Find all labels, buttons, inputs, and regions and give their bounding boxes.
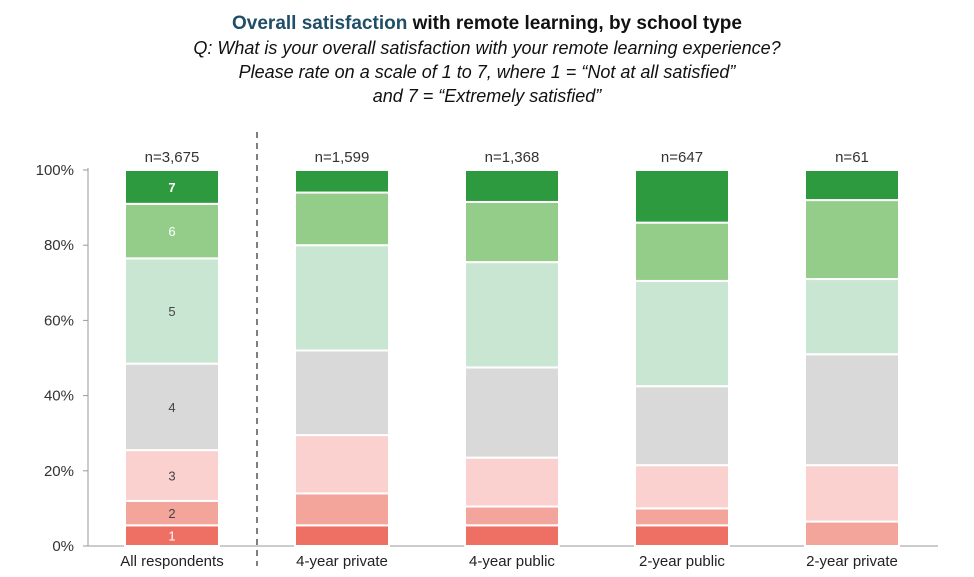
segment-label-2: 2 (168, 506, 175, 521)
segment-label-1: 1 (168, 529, 175, 544)
chart-subtitle-line-1: Q: What is your overall satisfaction wit… (193, 38, 781, 58)
bar-segment-rating-6 (124, 202, 220, 260)
segment-label-3: 3 (168, 469, 175, 484)
bar-segment-rating-2 (804, 520, 900, 547)
sample-size-label: n=1,599 (315, 149, 370, 166)
bar-segment-rating-4 (464, 366, 560, 459)
bar-segment-rating-4 (294, 349, 390, 437)
y-tick-label: 100% (36, 162, 74, 179)
bar-segment-rating-5 (294, 244, 390, 352)
sample-size-label: n=1,368 (485, 149, 540, 166)
chart-title-rest: with remote learning, by school type (407, 13, 742, 34)
bar-segment-rating-5 (124, 257, 220, 365)
bar-segment-rating-1 (634, 524, 730, 548)
segment-label-5: 5 (168, 304, 175, 319)
chart-title: Overall satisfaction with remote learnin… (0, 12, 974, 36)
bar-segment-rating-6 (294, 191, 390, 247)
bar-segment-rating-4 (804, 353, 900, 467)
y-tick-label: 20% (44, 463, 74, 480)
x-category-label: 2-year public (639, 553, 725, 570)
sample-size-label: n=61 (835, 149, 869, 166)
bar-segment-rating-3 (464, 456, 560, 508)
y-tick-label: 80% (44, 237, 74, 254)
bar-segment-rating-7 (294, 169, 390, 194)
bar-segment-rating-5 (804, 278, 900, 356)
x-category-label: 2-year private (806, 553, 898, 570)
bar-segment-rating-2 (634, 507, 730, 527)
bar-segment-rating-4 (634, 385, 730, 467)
y-tick-label: 0% (52, 538, 74, 555)
x-category-label: 4-year private (296, 553, 388, 570)
bar-segment-rating-3 (294, 434, 390, 495)
segment-label-4: 4 (168, 400, 175, 415)
bar-segment-rating-2 (464, 505, 560, 527)
bar-segment-rating-6 (634, 221, 730, 282)
bar-segment-rating-5 (464, 261, 560, 369)
bar-segment-rating-6 (464, 200, 560, 264)
bar-segment-rating-7 (124, 169, 220, 205)
bar-segment-rating-4 (124, 362, 220, 452)
y-tick-label: 40% (44, 388, 74, 405)
bar-segment-rating-6 (804, 199, 900, 281)
sample-size-label: n=3,675 (145, 149, 200, 166)
bar-segment-rating-7 (804, 169, 900, 202)
bar-segment-rating-3 (124, 449, 220, 502)
bar-segment-rating-1 (464, 524, 560, 548)
bar-segment-rating-7 (634, 169, 730, 224)
bar-segment-rating-5 (634, 279, 730, 388)
bar-segment-rating-3 (634, 464, 730, 510)
sample-size-label: n=647 (661, 149, 703, 166)
bar-segment-rating-3 (804, 464, 900, 523)
bar-segment-rating-7 (464, 169, 560, 203)
x-category-label: 4-year public (469, 553, 555, 570)
chart-titles: Overall satisfaction with remote learnin… (0, 12, 974, 108)
chart-subtitle-line-3: and 7 = “Extremely satisfied” (372, 86, 602, 106)
bar-segment-rating-2 (294, 492, 390, 527)
chart-subtitle-line-2: Please rate on a scale of 1 to 7, where … (238, 62, 736, 82)
x-category-label: All respondents (120, 553, 223, 570)
chart-title-highlight: Overall satisfaction (232, 13, 408, 34)
segment-label-7: 7 (168, 180, 175, 195)
bar-segment-rating-1 (294, 524, 390, 548)
y-tick-label: 60% (44, 312, 74, 329)
segment-label-6: 6 (168, 224, 175, 239)
